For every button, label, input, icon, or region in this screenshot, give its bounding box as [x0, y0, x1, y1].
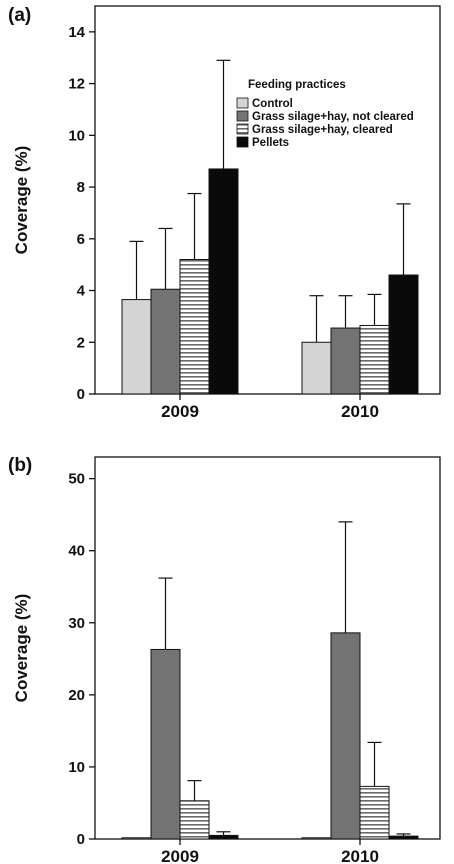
legend-label: Grass silage+hay, not cleared — [252, 111, 414, 123]
y-tick-label: 50 — [68, 471, 85, 488]
y-tick-label: 40 — [68, 543, 85, 560]
panel-label: (a) — [8, 5, 31, 26]
y-axis-title: Coverage (%) — [12, 146, 31, 255]
bar — [359, 324, 390, 395]
bar — [388, 835, 419, 840]
y-tick-label: 10 — [68, 127, 85, 144]
legend-swatch — [236, 97, 249, 109]
bar — [121, 299, 152, 395]
bar — [388, 274, 419, 395]
y-tick-label: 20 — [68, 687, 85, 704]
y-tick-label: 10 — [68, 759, 85, 776]
bar — [208, 834, 239, 840]
bar — [359, 785, 390, 840]
y-tick-label: 4 — [77, 283, 86, 300]
bar — [301, 837, 332, 840]
y-tick-label: 30 — [68, 615, 85, 632]
legend-swatch — [236, 136, 249, 148]
y-tick-label: 14 — [68, 24, 85, 41]
legend-title: Feeding practices — [248, 79, 346, 91]
panel-label: (b) — [8, 455, 32, 476]
bar — [179, 800, 210, 840]
chart-panel-a: (a) 0 2 4 6 8 10 12 14 Coverage (%) 2009 2010 Feedin… — [8, 5, 441, 421]
legend-label: Pellets — [252, 137, 289, 149]
chart-panel-b: (b) 0 10 20 30 40 50 Coverage (%) 2009 2010 — [8, 455, 441, 864]
bar — [150, 648, 181, 840]
legend-swatch — [236, 110, 249, 122]
x-tick-label: 2009 — [161, 402, 199, 421]
plot-frame — [94, 456, 441, 840]
legend-label: Grass silage+hay, cleared — [252, 124, 393, 136]
x-tick-label: 2009 — [161, 847, 199, 864]
y-tick-label: 8 — [77, 179, 85, 196]
bar — [330, 327, 361, 395]
bar — [301, 341, 332, 395]
bar — [208, 168, 239, 395]
y-tick-label: 0 — [77, 386, 85, 403]
y-tick-label: 2 — [77, 334, 85, 351]
legend-swatch — [236, 123, 249, 135]
bar — [330, 632, 361, 840]
bar — [121, 837, 152, 840]
bar — [150, 288, 181, 395]
bar — [179, 258, 210, 395]
y-tick-label: 6 — [77, 231, 85, 248]
y-tick-label: 12 — [68, 76, 85, 93]
x-tick-label: 2010 — [341, 847, 379, 864]
y-tick-label: 0 — [77, 831, 85, 848]
legend-label: Control — [252, 98, 293, 110]
x-tick-label: 2010 — [341, 402, 379, 421]
y-axis-title: Coverage (%) — [12, 594, 31, 703]
plot-frame — [94, 5, 441, 395]
